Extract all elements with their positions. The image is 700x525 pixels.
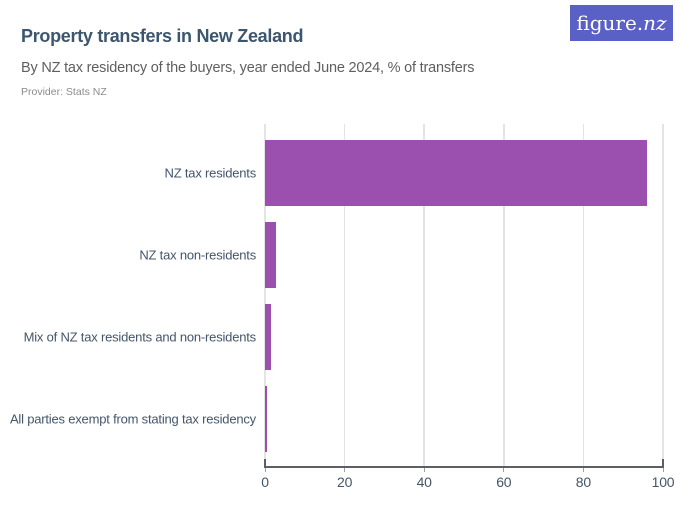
gridline [343,124,346,467]
gridline [662,124,664,467]
category-label: NZ tax non-residents [139,247,256,263]
x-tick-mark [344,467,346,472]
x-tick-label: 60 [496,474,512,490]
x-tick-mark [264,467,266,472]
bar [265,304,272,370]
x-axis-ticks: 0 20 40 60 80 100 [261,467,675,507]
x-tick-mark [662,467,664,472]
category-label: NZ tax residents [164,165,257,181]
x-tick-mark [423,467,425,472]
gridline [423,124,425,467]
x-tick-mark [503,467,505,472]
x-axis-line [264,466,664,468]
category-labels: NZ tax residents NZ tax non-residents Mix … [0,124,256,467]
category-label: Mix of NZ tax residents and non-resident… [23,329,257,345]
x-tick-label: 20 [337,474,353,490]
chart-subtitle: By NZ tax residency of the buyers, year … [21,60,475,76]
category-label: All parties exempt from stating tax resi… [9,411,256,427]
x-tick-label: 40 [416,474,432,490]
chart-title: Property transfers in New Zealand [21,26,304,46]
x-axis-endcap [662,459,664,468]
x-tick-label: 100 [651,474,675,490]
logo-text-prefix: figure. [576,11,644,35]
gridline [582,124,585,467]
gridline [503,124,505,467]
gridline [264,124,266,467]
x-axis-endcap [264,459,266,468]
provider-label: Provider: Stats NZ [21,86,107,98]
logo-text-suffix: nz [643,11,667,35]
bar [265,140,648,206]
bar [265,222,276,288]
bar [265,386,267,452]
x-tick-label: 80 [575,474,591,490]
plot-area [264,124,664,467]
x-tick-mark [582,467,584,472]
x-tick-label: 0 [261,474,269,490]
figure-nz-logo[interactable]: figure. nz [570,5,673,41]
